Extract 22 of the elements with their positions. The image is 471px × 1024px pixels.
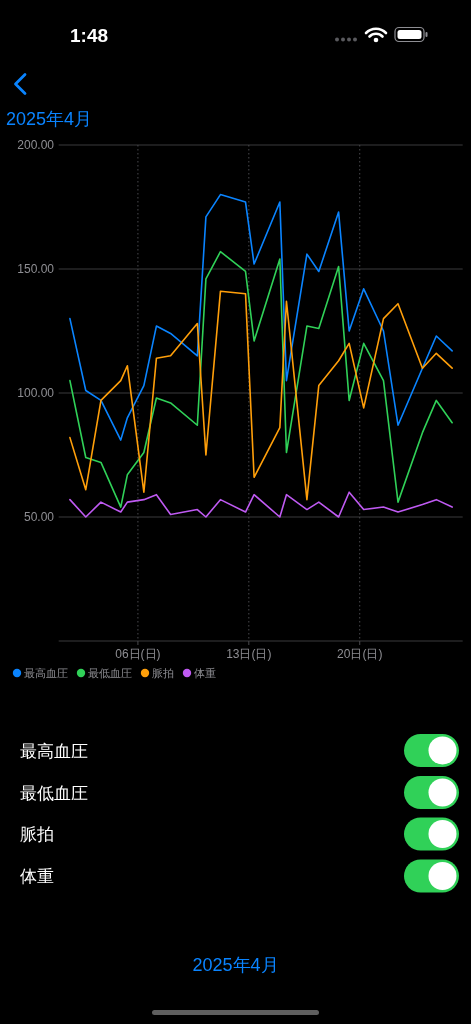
text: 最高血圧 (20, 741, 88, 761)
text: 脈拍 (20, 825, 54, 844)
legend-label: 最低血圧 (88, 667, 132, 679)
y-tick-label: 100.00 (17, 386, 55, 401)
x-tick-label: 20日(日) (337, 646, 383, 661)
text: 2025年4月 (192, 955, 279, 975)
x-tick-label: 06日(日) (115, 646, 161, 661)
legend-label: 脈拍 (152, 667, 174, 679)
line-series (69, 193, 453, 441)
line-series (69, 491, 453, 518)
y-tick-label: 150.00 (17, 262, 55, 277)
y-tick-label: 200.00 (17, 138, 55, 153)
line-series (69, 290, 453, 501)
text: 体重 (20, 867, 54, 886)
y-tick-label: 50.00 (23, 510, 55, 525)
x-tick-label: 13日(日) (226, 646, 272, 661)
chart-title: 2025年4月 (6, 108, 93, 129)
text: 最低血圧 (20, 783, 88, 803)
text: 1:48 (69, 25, 109, 46)
legend-label: 最高血圧 (24, 667, 68, 679)
line-series (69, 250, 453, 508)
legend-label: 体重 (194, 667, 216, 679)
